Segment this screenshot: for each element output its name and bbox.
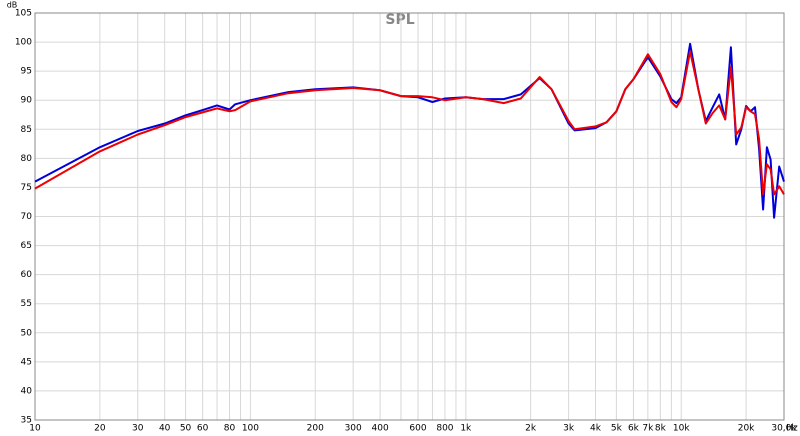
x-tick-label: 40 [159, 424, 171, 434]
x-tick-label: 10 [29, 424, 41, 434]
x-tick-label: 8k [655, 424, 667, 434]
x-tick-label: 50 [180, 424, 192, 434]
x-tick-label: 200 [307, 424, 324, 434]
y-tick-label: 35 [21, 416, 32, 426]
x-tick-label: 400 [372, 424, 389, 434]
y-tick-label: 45 [21, 357, 32, 367]
x-tick-label: 20k [738, 424, 755, 434]
y-tick-label: 95 [21, 67, 32, 77]
x-unit: Hz [786, 424, 798, 434]
x-tick-label: 5k [611, 424, 623, 434]
plot-frame [34, 12, 785, 421]
y-tick-label: 55 [21, 299, 32, 309]
x-tick-label: 6k [628, 424, 640, 434]
y-tick-label: 80 [21, 154, 33, 164]
x-tick-label: 30 [132, 424, 144, 434]
x-tick-label: 80 [224, 424, 236, 434]
y-tick-label: 100 [15, 38, 32, 48]
x-tick-label: 10k [673, 424, 690, 434]
y-tick-label: 85 [21, 125, 32, 135]
y-tick-label: 65 [21, 241, 32, 251]
x-tick-label: 7k [642, 424, 654, 434]
x-tick-label: 600 [409, 424, 426, 434]
y-tick-label: 105 [15, 9, 32, 19]
x-tick-label: 20 [94, 424, 106, 434]
x-tick-label: 1k [460, 424, 472, 434]
x-tick-label: 300 [345, 424, 362, 434]
y-tick-label: 60 [21, 270, 33, 280]
y-unit: dB [7, 1, 18, 10]
chart-title: SPL [385, 12, 414, 28]
y-tick-label: 40 [21, 386, 33, 396]
x-tick-label: 30,0k [771, 424, 797, 434]
y-tick-label: 75 [21, 183, 32, 193]
x-tick-label: 2k [525, 424, 537, 434]
x-tick-label: 800 [436, 424, 453, 434]
y-tick-label: 70 [21, 212, 33, 222]
y-tick-label: 50 [21, 328, 33, 338]
series-line [34, 50, 785, 196]
x-tick-label: 3k [563, 424, 575, 434]
x-tick-label: 60 [197, 424, 209, 434]
y-tick-label: 90 [21, 96, 33, 106]
x-tick-label: 4k [590, 424, 602, 434]
x-tick-label: 100 [242, 424, 259, 434]
